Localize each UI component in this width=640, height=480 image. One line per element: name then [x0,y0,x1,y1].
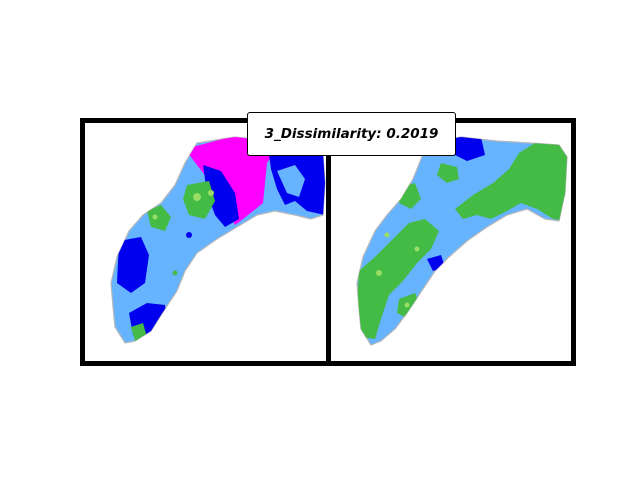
right-green-zone-north [437,163,459,183]
left-cluster-map [110,136,326,344]
left-blue-zone-inner [203,165,239,227]
right-blue-zone-top [447,137,485,161]
right-map-panel [326,118,576,366]
left-blue-zone-mid [117,237,149,293]
figure-title: 3_Dissimilarity: 0.2019 [247,112,456,156]
right-cluster-map [356,136,568,346]
left-map-panel [80,118,331,366]
left-green-zone-1 [147,205,171,231]
left-lightblue-inner [277,165,305,197]
left-magenta-zone [185,137,285,225]
right-green-zone-east [455,141,567,221]
